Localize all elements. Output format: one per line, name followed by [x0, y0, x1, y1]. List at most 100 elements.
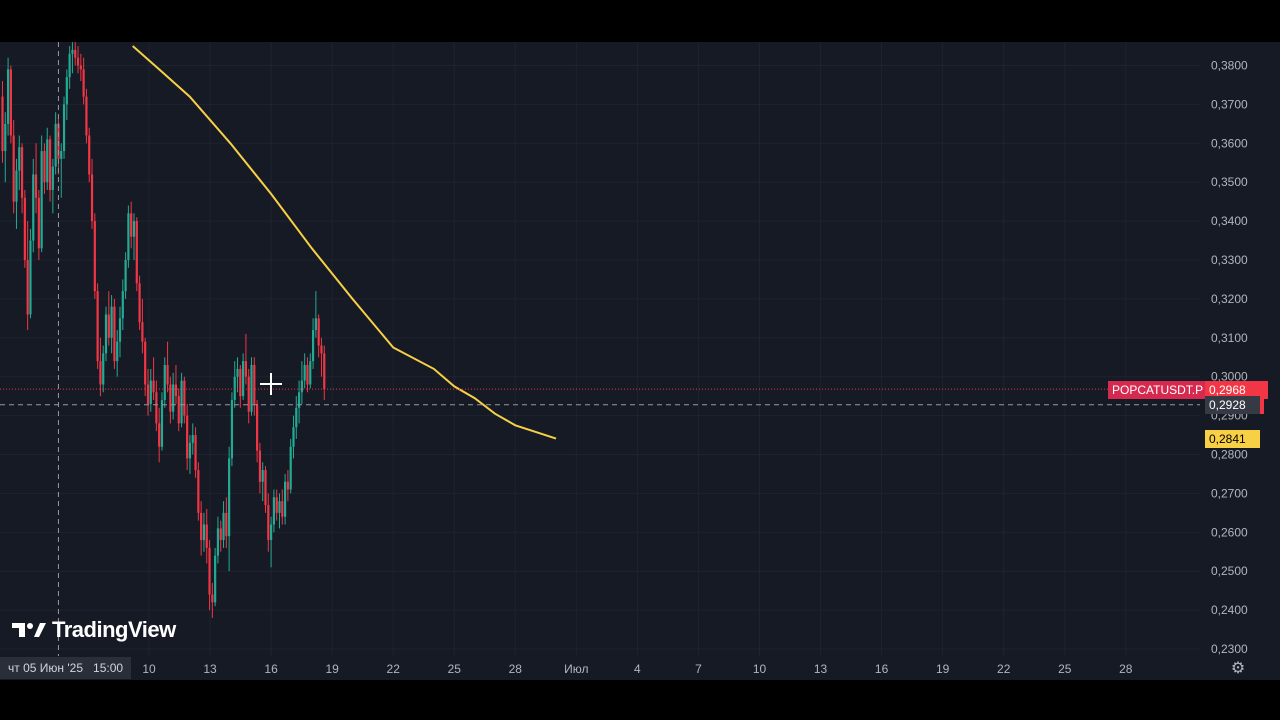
candle-body	[65, 77, 68, 105]
candle	[23, 189, 26, 268]
candle	[93, 213, 96, 299]
candle-body	[247, 376, 250, 412]
candle	[15, 158, 18, 229]
time-tick-label: 25	[448, 662, 462, 676]
price-tick-label: 0,3500	[1211, 175, 1248, 189]
candle	[12, 119, 15, 214]
candle	[270, 516, 273, 568]
candle	[208, 540, 211, 611]
candle	[65, 69, 68, 120]
candle-body	[239, 368, 242, 397]
candle-body	[272, 497, 275, 525]
candle-body	[186, 415, 189, 459]
candle-body	[93, 221, 96, 292]
candle-body	[172, 384, 175, 412]
candle	[29, 228, 32, 319]
candle	[102, 345, 105, 393]
candle-body	[267, 505, 270, 541]
moving-average-line	[132, 45, 557, 440]
time-tick-label: 16	[264, 662, 278, 676]
candle-body	[141, 322, 144, 342]
candle-body	[225, 512, 228, 537]
candle	[303, 353, 306, 389]
candle-body	[124, 260, 127, 292]
candle-body	[43, 151, 46, 183]
candle	[253, 357, 256, 416]
price-axis: 0,3800 0,3700 0,3600 0,3500 0,3400 0,3300 0,32…	[1211, 59, 1248, 657]
candle	[110, 295, 113, 354]
candle-body	[118, 318, 122, 342]
candle-body	[283, 481, 287, 517]
candle-body	[155, 392, 158, 424]
candle-body	[311, 330, 315, 362]
candle-body	[96, 291, 99, 362]
candle	[60, 143, 63, 198]
candle-body	[163, 365, 166, 401]
candle-body	[15, 170, 18, 202]
candle-body	[303, 365, 306, 381]
candle	[158, 407, 161, 463]
candle	[191, 423, 194, 455]
candle	[169, 376, 172, 424]
time-tick-label: 10	[753, 662, 767, 676]
chart-pane[interactable]	[0, 42, 1200, 656]
price-tick-label: 0,2600	[1211, 525, 1248, 539]
ma-value: 0,2841	[1209, 432, 1246, 446]
candle	[166, 341, 169, 393]
candle	[146, 368, 150, 416]
candle	[107, 291, 110, 346]
candle-body	[323, 353, 326, 390]
candle	[62, 96, 66, 159]
candle-body	[208, 547, 211, 595]
candle	[163, 357, 166, 408]
candle	[132, 213, 136, 260]
price-tick-label: 0,3300	[1211, 253, 1248, 267]
price-tick-label: 0,3400	[1211, 214, 1248, 228]
candle-body	[174, 384, 178, 397]
candle	[127, 205, 130, 268]
price-chart[interactable]	[0, 42, 1200, 656]
candle-body	[23, 197, 26, 260]
candle	[82, 57, 85, 105]
candle	[186, 403, 189, 471]
candle-body	[160, 400, 164, 447]
time-tick-label: 19	[325, 662, 339, 676]
candle-body	[197, 470, 200, 513]
crosshair-date-label: чт 05 Июн '25 15:00	[0, 657, 132, 679]
candle	[300, 361, 303, 404]
candle	[275, 489, 278, 521]
candle-body	[264, 470, 267, 506]
candle-body	[158, 423, 161, 447]
candle	[311, 318, 315, 369]
candle-body	[250, 365, 253, 412]
candle-body	[309, 361, 312, 385]
candle	[6, 57, 10, 136]
candle-body	[242, 361, 245, 397]
time-scale[interactable]: 10 13 16 19 22 25 28 Июл 4 7 10 13 16 19 22 25 28	[0, 656, 1280, 680]
gear-icon[interactable]: ⚙	[1230, 660, 1246, 677]
candle-body	[40, 151, 43, 249]
candle	[183, 376, 186, 424]
time-tick-label: 25	[1058, 662, 1072, 676]
candle-body	[202, 524, 206, 541]
candle	[4, 112, 7, 183]
candle-body	[26, 260, 29, 315]
time-tick-label: 10	[142, 662, 156, 676]
candle-body	[116, 341, 119, 362]
price-scale[interactable]: 0,3800 0,3700 0,3600 0,3500 0,3400 0,3300 0,32…	[1200, 42, 1280, 656]
candle-body	[37, 197, 40, 249]
tradingview-logo[interactable]: TradingView	[12, 616, 176, 644]
candle	[230, 392, 234, 467]
time-axis: 10 13 16 19 22 25 28 Июл 4 7 10 13 16 19 22 25 28	[142, 662, 1132, 676]
candle-body	[191, 435, 194, 443]
candle-body	[62, 104, 66, 152]
candle	[177, 388, 180, 432]
candle	[258, 442, 262, 494]
candle	[172, 372, 175, 420]
candle	[267, 493, 270, 552]
candle-body	[68, 53, 71, 78]
candle	[130, 201, 133, 249]
candle-body	[306, 365, 309, 385]
candle-body	[121, 291, 124, 319]
candle	[116, 330, 119, 377]
